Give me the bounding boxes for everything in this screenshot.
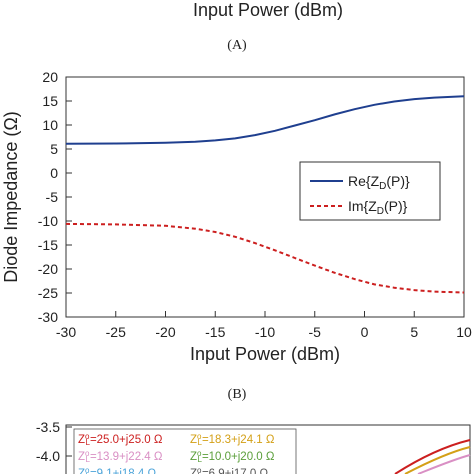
- partial-chart-c: -3.5 -4.0 Zo L=25.0+j25.0 Ω Zo L=18.3+j24.1…: [36, 419, 471, 474]
- impedance-chart: -30 -25 -20 -15 -10 -5 0 5 10 20 15 10 5 0 -5 -10 -15 -2…: [1, 69, 472, 402]
- series-line-c-1: [404, 446, 471, 474]
- x-tick-label: -30: [56, 324, 76, 340]
- x-tick-label: 5: [410, 324, 418, 340]
- x-tick-group: -30 -25 -20 -15 -10 -5 0 5 10: [56, 311, 472, 340]
- x-tick-label: -5: [309, 324, 322, 340]
- panel-label-a: (A): [227, 38, 247, 53]
- annotation-box: Zo L=25.0+j25.0 Ω Zo L=18.3+j24.1 Ω Zo L=13.9…: [73, 428, 297, 474]
- series-line-im: [65, 222, 465, 294]
- x-tick-label: -25: [106, 324, 126, 340]
- legend-label-re: Re{ZD(P)}: [348, 173, 410, 192]
- y-tick-label: -5: [46, 189, 59, 205]
- x-tick-label: 10: [456, 324, 472, 340]
- x-tick-label: -10: [255, 324, 275, 340]
- annotation-line: Zo L=10.0+j20.0 Ω: [190, 449, 275, 464]
- series-group: [65, 95, 465, 294]
- x-tick-label: -15: [205, 324, 225, 340]
- y-tick-label-c: -4.0: [36, 448, 60, 464]
- y-tick-label: -30: [38, 309, 58, 325]
- x-axis-title: Input Power (dBm): [190, 344, 340, 364]
- annotation-lines: Zo L=25.0+j25.0 Ω Zo L=18.3+j24.1 Ω Zo L=13.9…: [78, 432, 275, 474]
- annotation-line: Zo L=13.9+j22.4 Ω: [78, 449, 163, 464]
- series-line-re: [65, 95, 465, 145]
- y-tick-label: 0: [50, 165, 58, 181]
- y-tick-label: 5: [50, 141, 58, 157]
- y-tick-label: -20: [38, 261, 58, 277]
- legend-box: [299, 161, 441, 221]
- x-tick-label: -20: [155, 324, 175, 340]
- annotation-line: ZoL=9.1+j18.4 Ω: [78, 466, 156, 474]
- annotation-frame: [73, 428, 297, 474]
- y-tick-label-c: -3.5: [36, 419, 60, 435]
- annotation-line: Zo L=25.0+j25.0 Ω: [78, 432, 163, 447]
- annotation-line: ZoL=6.9+j17.0 Ω: [190, 466, 268, 474]
- y-tick-group: 20 15 10 5 0 -5 -10 -15 -20 -25 -30: [38, 69, 72, 325]
- legend: Re{ZD(P)} Im{ZD(P)}: [299, 161, 441, 221]
- top-xlabel: Input Power (dBm): [193, 0, 343, 20]
- x-tick-label: 0: [361, 324, 369, 340]
- y-tick-label: 10: [42, 117, 58, 133]
- y-tick-label: 15: [42, 93, 58, 109]
- y-tick-label: -25: [38, 285, 58, 301]
- legend-label-im: Im{ZD(P)}: [348, 198, 408, 217]
- y-tick-label: -10: [38, 213, 58, 229]
- y-tick-label: -15: [38, 237, 58, 253]
- series-line-c-2: [417, 454, 471, 474]
- annotation-line: Zo L=18.3+j24.1 Ω: [190, 432, 275, 447]
- y-tick-label: 20: [42, 69, 58, 85]
- panel-label-b: (B): [228, 387, 247, 402]
- series-line-c-0: [394, 439, 471, 474]
- y-axis-title: Diode Impedance (Ω): [1, 111, 21, 283]
